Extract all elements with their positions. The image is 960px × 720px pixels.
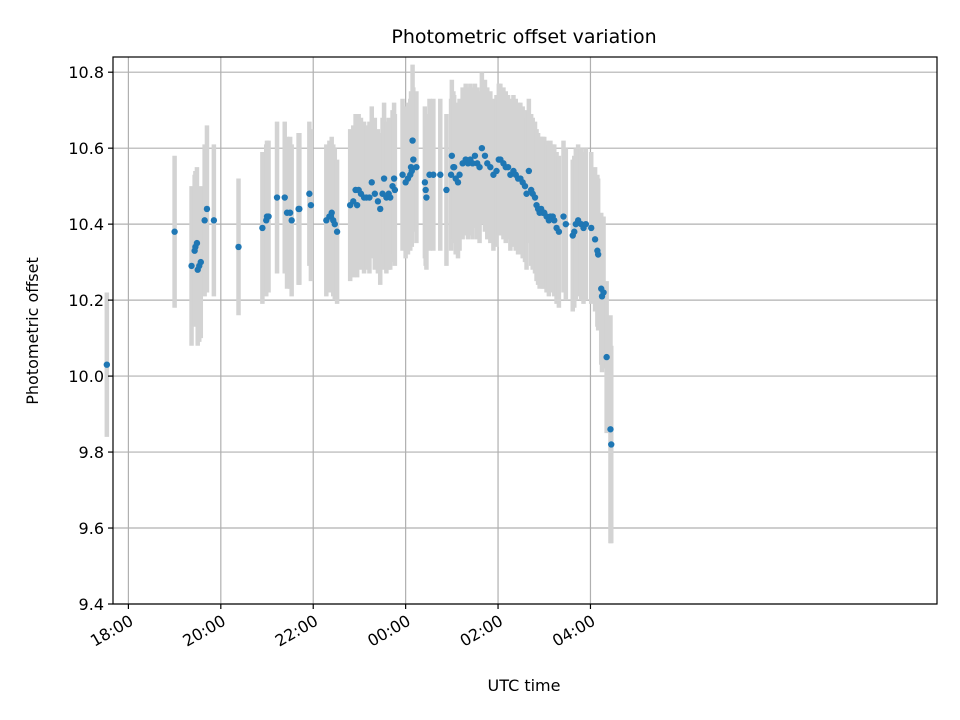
data-point [210,217,218,224]
data-point [374,198,382,205]
data-point [188,262,195,270]
data-point [531,194,539,201]
chart-title: Photometric offset variation [391,26,656,48]
x-axis-ticks: 18:00 20:00 22:00 00:00 02:00 04:00 [87,604,598,651]
data-point [469,160,476,167]
data-point [521,182,529,190]
data-point [555,228,563,235]
y-tick-label: 9.4 [79,595,104,614]
data-point [366,194,373,201]
data-point [608,441,615,448]
data-point [582,220,590,228]
x-tick-label: 00:00 [364,611,413,651]
x-tick-label: 20:00 [179,611,228,651]
data-point [265,213,272,220]
data-point [481,152,489,159]
error-bars [104,64,614,544]
data-point [203,205,211,213]
data-point [288,217,295,224]
x-tick-label: 04:00 [549,611,598,651]
data-point [443,186,450,194]
x-axis-label: UTC time [488,676,561,695]
data-point [296,205,303,213]
y-tick-label: 10.0 [68,367,104,386]
data-point [391,186,399,194]
y-tick-label: 10.2 [68,291,104,310]
data-point [413,163,420,171]
plot-frame [112,56,938,605]
data-point [476,163,483,171]
x-tick-label: 22:00 [272,611,321,651]
data-point [235,243,242,251]
data-point [571,228,578,235]
data-point [600,289,607,296]
data-point [103,361,111,368]
data-point [450,163,458,171]
data-point [478,144,486,152]
data-point [333,228,341,235]
data-point [454,179,462,186]
y-tick-label: 9.6 [79,519,104,538]
data-point [421,179,429,186]
data-point [551,217,558,224]
data-point [307,201,315,209]
data-point [259,224,266,232]
data-point [286,209,294,216]
y-tick-label: 10.8 [68,63,104,82]
data-point [331,220,338,228]
data-points [103,137,615,448]
data-point [603,353,610,361]
data-point [197,258,204,266]
data-point [562,220,570,228]
data-point [387,194,394,201]
data-point [448,152,456,159]
data-point [390,175,398,182]
y-tick-label: 9.8 [79,443,104,462]
y-tick-label: 10.4 [68,215,104,234]
data-point [523,190,530,197]
y-axis-ticks: 9.4 9.6 9.8 10.0 10.2 10.4 10.6 10.8 [68,63,113,614]
data-point [171,228,178,235]
data-point [328,209,335,216]
data-point [471,152,479,159]
data-point [504,163,512,171]
data-point [380,175,388,182]
data-point [456,171,463,178]
data-point [607,426,614,433]
data-point [306,190,313,197]
y-tick-label: 10.6 [68,139,104,158]
data-point [423,194,430,201]
y-axis-label: Photometric offset [23,257,42,405]
data-point [409,137,416,144]
data-point [493,167,500,175]
data-point [487,163,494,171]
data-point [594,251,602,258]
data-point [273,194,281,201]
data-point [560,213,567,220]
data-point [353,201,361,209]
data-point [447,171,455,178]
x-tick-label: 18:00 [87,611,136,651]
data-point [525,167,533,175]
data-point [422,186,429,194]
data-point [371,190,379,197]
data-point [588,224,595,232]
x-tick-label: 02:00 [457,611,506,651]
data-point [437,171,444,178]
data-point [368,179,375,186]
data-point [430,171,437,178]
data-point [377,205,384,213]
data-point [281,194,288,201]
data-point [408,167,415,175]
data-point [591,236,599,243]
data-point [201,217,208,224]
data-point [399,171,406,178]
data-point [193,239,201,247]
data-point [410,156,417,163]
